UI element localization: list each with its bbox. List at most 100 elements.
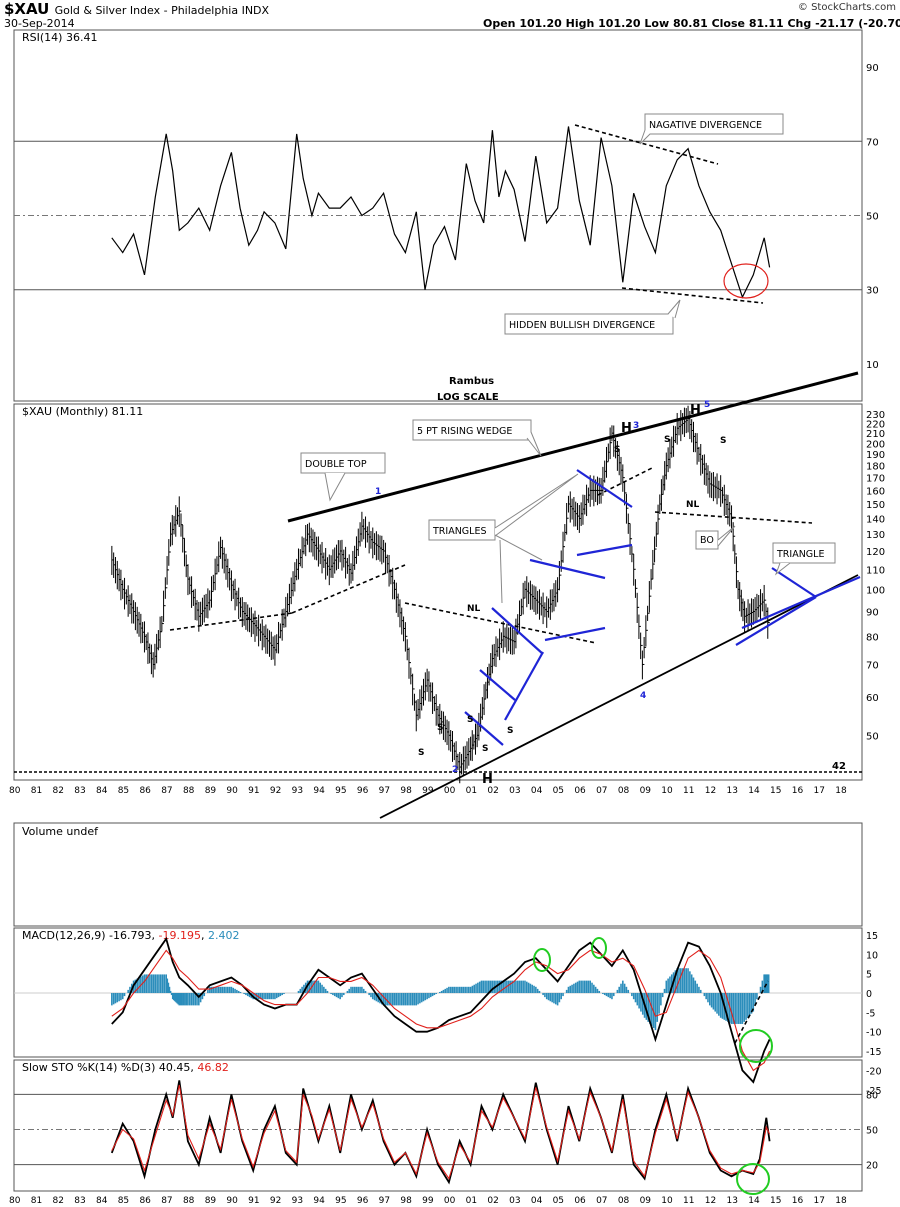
rising-wedge-top-line — [287, 371, 859, 523]
shoulder-label-7: S — [720, 436, 726, 446]
price-tick-label: 210 — [866, 429, 885, 440]
stoch-label: Slow STO %K(14) %D(3) 40.45, 46.82 — [22, 1061, 229, 1074]
price-year-label: 17 — [814, 786, 825, 796]
price-year-label: 09 — [640, 786, 652, 796]
price-year-label: 95 — [335, 786, 346, 796]
macd-signal-line — [111, 949, 771, 1072]
chart-date: 30-Sep-2014 — [4, 17, 75, 30]
volume-panel — [13, 822, 863, 927]
blue-trendline-1 — [479, 669, 516, 701]
price-tick-label: 110 — [866, 565, 885, 576]
stoch-year-label: 83 — [74, 1196, 85, 1206]
price-panel — [13, 403, 863, 781]
blue-trendline-2 — [491, 607, 544, 655]
shoulder-label-4: S — [507, 726, 513, 736]
price-bars — [111, 405, 770, 784]
hidden-divergence-callout-box — [504, 313, 674, 335]
rsi-tick-label: 30 — [866, 286, 879, 297]
price-tick-label: 70 — [866, 660, 879, 671]
rising-wedge-bottom-line — [379, 574, 859, 819]
price-tick-label: 130 — [866, 530, 885, 541]
stoch-tick-label: 50 — [866, 1126, 878, 1137]
shoulder-label-3: S — [482, 744, 488, 754]
price-year-label: 80 — [9, 786, 21, 796]
price-tick-label: 140 — [866, 515, 885, 526]
wave-point-5: 5 — [704, 400, 710, 410]
price-year-label: 14 — [748, 786, 760, 796]
neckline-label-2: NL — [686, 500, 700, 510]
stoch-year-label: 96 — [357, 1196, 369, 1206]
price-year-label: 97 — [379, 786, 390, 796]
stoch-year-label: 98 — [400, 1196, 412, 1206]
price-tick-label: 60 — [866, 693, 879, 704]
chart-title: Rambus — [449, 376, 494, 387]
stoch-year-label: 84 — [96, 1196, 108, 1206]
stoch-d-value: 46.82 — [197, 1061, 229, 1074]
price-year-label: 90 — [226, 786, 238, 796]
macd-tick-label: -25 — [866, 1086, 882, 1097]
shoulder-label-0: S — [418, 748, 424, 758]
stoch-panel — [13, 1059, 863, 1192]
macd-label: MACD(12,26,9) -16.793, -19.195, 2.402 — [22, 929, 240, 942]
macd-trendline — [734, 980, 769, 1044]
macd-green-circle-1 — [533, 948, 551, 972]
stoch-year-label: 91 — [248, 1196, 259, 1206]
blue-trendline-6 — [576, 469, 633, 508]
rsi-support-trendline — [621, 287, 764, 304]
price-year-label: 88 — [183, 786, 195, 796]
triangles-callout-pointer — [494, 473, 579, 537]
level-label: 42 — [832, 761, 846, 772]
stoch-year-label: 80 — [9, 1196, 21, 1206]
stoch-tick-label: 80 — [866, 1090, 878, 1101]
macd-prefix: MACD(12,26,9) — [22, 929, 106, 942]
neckline-1 — [291, 564, 406, 614]
symbol: $XAU — [4, 0, 50, 18]
price-tick-label: 50 — [866, 731, 879, 742]
macd-value: -16.793 — [109, 929, 152, 942]
stockcharts-credit: © StockCharts.com — [797, 2, 896, 13]
stoch-year-label: 04 — [531, 1196, 543, 1206]
blue-trendline-4 — [529, 558, 606, 580]
macd-hist-value: 2.402 — [207, 929, 240, 942]
price-year-label: 12 — [705, 786, 716, 796]
neckline-3 — [654, 511, 813, 524]
rsi-label: RSI(14) 36.41 — [22, 31, 98, 44]
blue-trendline-9 — [771, 567, 817, 598]
price-label: $XAU (Monthly) 81.11 — [22, 405, 144, 418]
volume-label: Volume undef — [22, 825, 98, 838]
hidden-divergence-callout-text: HIDDEN BULLISH DIVERGENCE — [509, 320, 655, 331]
stoch-year-label: 01 — [466, 1196, 477, 1206]
price-tick-label: 150 — [866, 500, 885, 511]
rsi-tick-label: 90 — [866, 63, 879, 74]
price-year-label: 84 — [96, 786, 108, 796]
stoch-year-label: 85 — [118, 1196, 129, 1206]
stoch-prefix: Slow STO %K(14) %D(3) — [22, 1061, 156, 1074]
blue-trendline-8 — [735, 596, 817, 646]
price-year-label: 83 — [74, 786, 85, 796]
price-year-label: 85 — [118, 786, 129, 796]
blue-trendline-7 — [576, 543, 633, 557]
blue-trendline-10 — [741, 575, 861, 630]
price-year-label: 10 — [661, 786, 673, 796]
neckline-0 — [169, 612, 293, 631]
rsi-line — [111, 126, 771, 299]
price-tick-label: 170 — [866, 474, 885, 485]
wedge-callout-box — [412, 419, 532, 441]
price-year-label: 01 — [466, 786, 477, 796]
price-year-label: 04 — [531, 786, 543, 796]
price-tick-label: 180 — [866, 462, 885, 473]
stoch-year-label: 86 — [139, 1196, 151, 1206]
stoch-year-label: 17 — [814, 1196, 825, 1206]
rsi-tick-label: 70 — [866, 137, 879, 148]
price-year-label: 15 — [770, 786, 781, 796]
stoch-d-line — [111, 1084, 771, 1180]
stoch-k-value: 40.45 — [158, 1061, 191, 1074]
neckline-label-1: NL — [467, 604, 481, 614]
stoch-year-label: 03 — [509, 1196, 520, 1206]
stoch-year-label: 14 — [748, 1196, 760, 1206]
shoulder-label-1: S — [437, 723, 443, 733]
price-tick-label: 220 — [866, 419, 885, 430]
price-tick-label: 120 — [866, 547, 885, 558]
breakout-callout-text: BO — [700, 535, 714, 546]
price-year-label: 08 — [618, 786, 630, 796]
